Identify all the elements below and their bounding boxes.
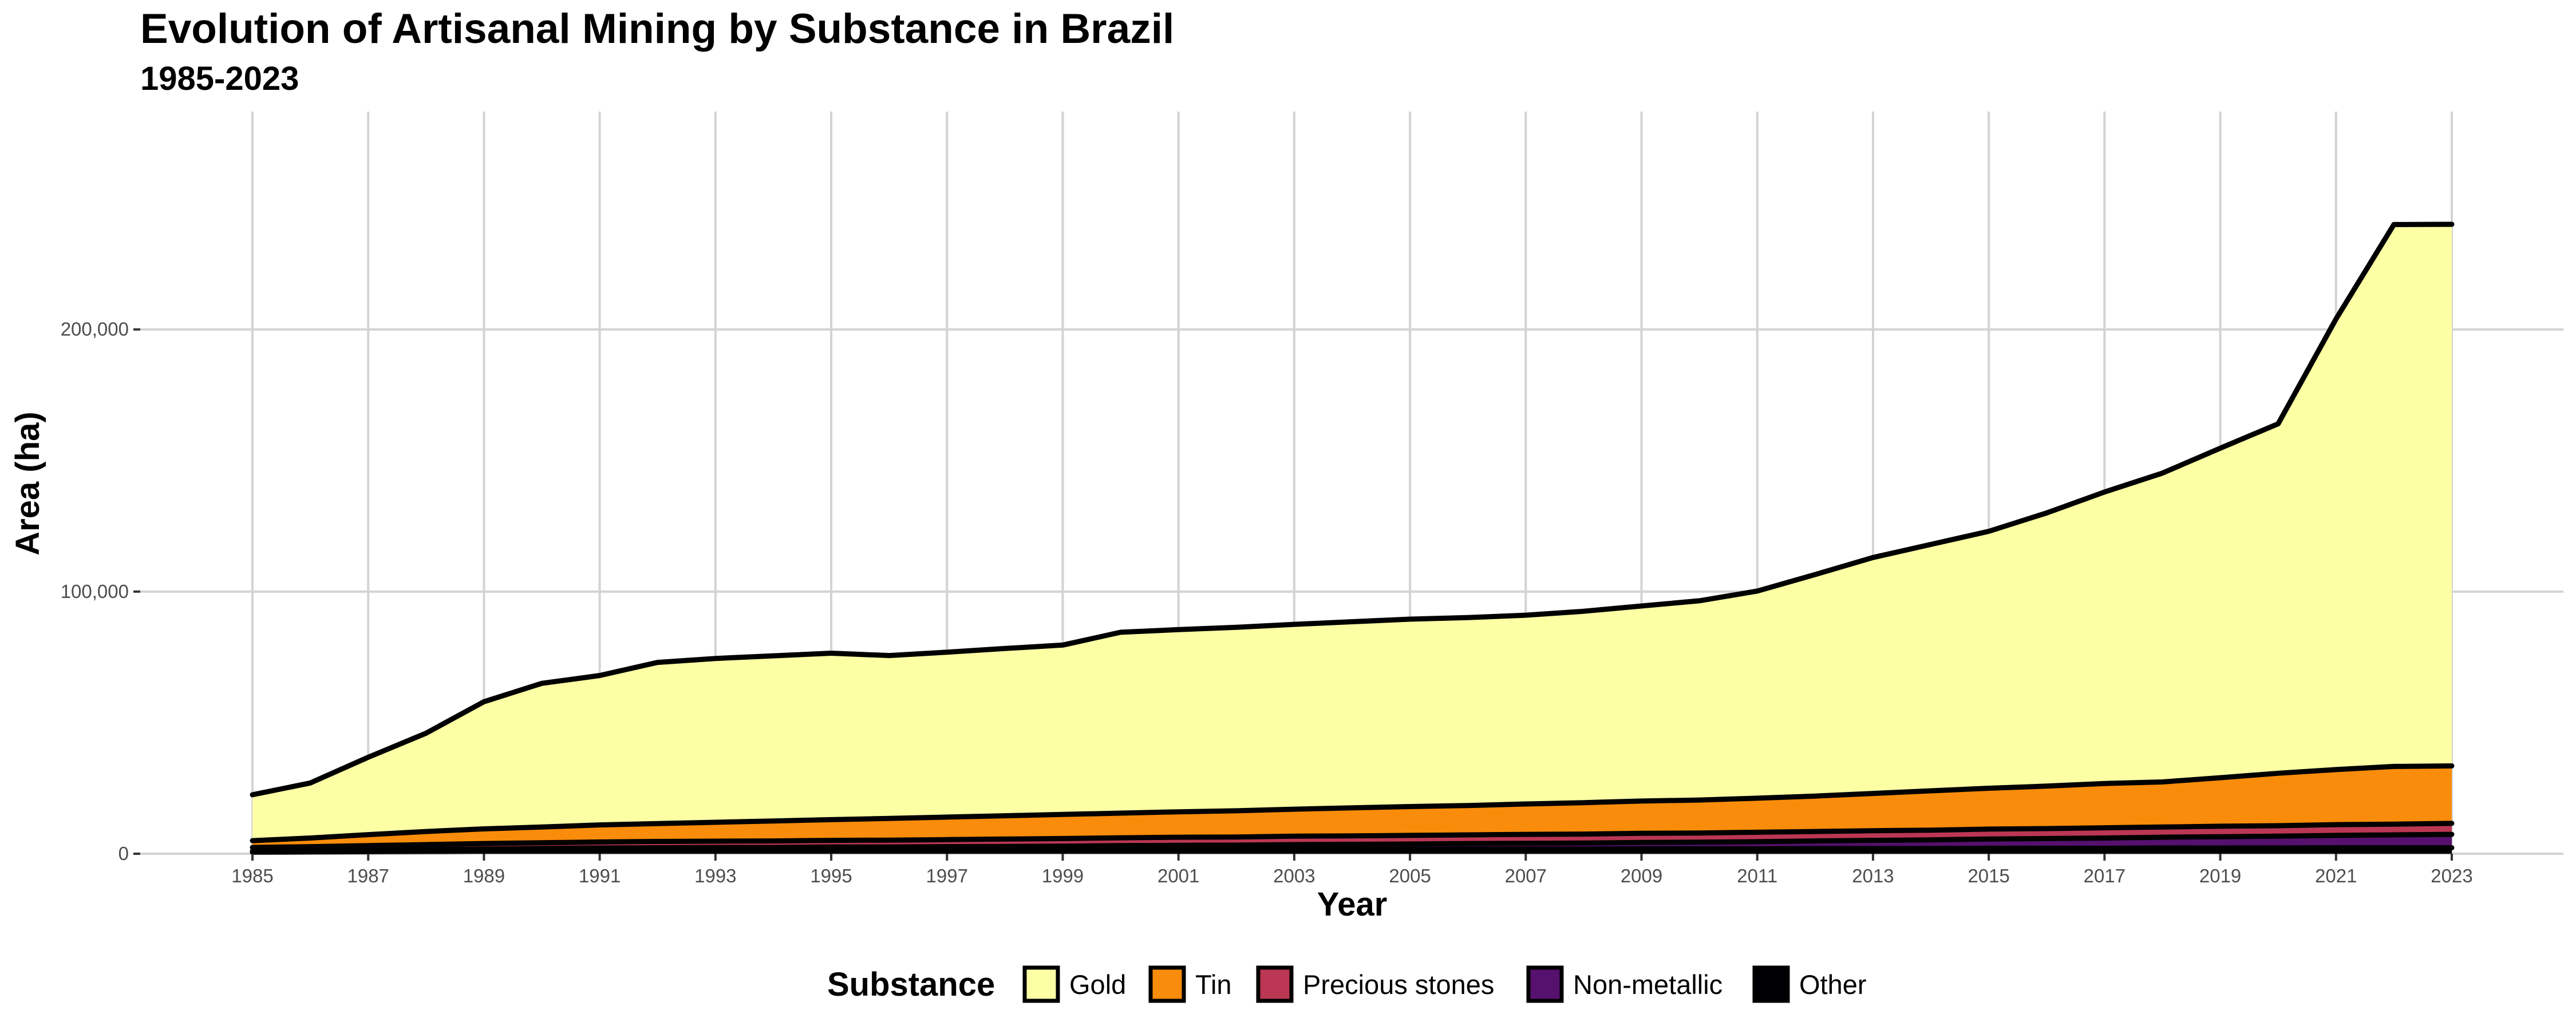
- x-axis-title: Year: [1317, 886, 1388, 923]
- chart-title: Evolution of Artisanal Mining by Substan…: [140, 6, 1174, 52]
- legend-title: Substance: [827, 966, 995, 1003]
- y-tick-label: 100,000: [61, 581, 129, 602]
- chart-subtitle: 1985-2023: [140, 60, 299, 97]
- line-other: [250, 845, 2455, 855]
- x-tick-label: 1989: [463, 865, 505, 886]
- x-tick-label: 2005: [1389, 865, 1431, 886]
- line-precious-stones: [250, 821, 2455, 850]
- x-tick-label: 1997: [926, 865, 968, 886]
- x-tick-label: 2003: [1273, 865, 1315, 886]
- x-tick-label: 2023: [2431, 865, 2472, 886]
- legend-label-precious-stones: Precious stones: [1303, 969, 1494, 1000]
- area-series: [250, 221, 2455, 855]
- line-tin: [250, 763, 2455, 843]
- legend-label-non-metallic: Non-metallic: [1573, 969, 1722, 1000]
- y-tick-label: 0: [118, 843, 129, 864]
- y-tick-label: 200,000: [61, 319, 129, 340]
- x-tick-label: 2017: [2084, 865, 2125, 886]
- line-non-metallic: [250, 831, 2455, 854]
- x-tick-label: 2019: [2199, 865, 2241, 886]
- x-tick-label: 2011: [1737, 865, 1777, 886]
- legend-key-other: [1752, 965, 1790, 1003]
- x-tick-label: 1993: [694, 865, 736, 886]
- area-tin: [252, 766, 2452, 847]
- x-tick-label: 1999: [1042, 865, 1084, 886]
- x-tick-label: 2001: [1157, 865, 1199, 886]
- x-tick-label: 2009: [1621, 865, 1662, 886]
- legend-key-precious-stones: [1256, 965, 1294, 1003]
- x-tick-label: 2013: [1852, 865, 1894, 886]
- x-tick-label: 1995: [810, 865, 852, 886]
- line-gold: [250, 221, 2455, 798]
- legend: Substance Gold Tin Precious stones Non-meta…: [827, 965, 1867, 1003]
- y-axis-title: Area (ha): [9, 411, 46, 555]
- legend-key-non-metallic: [1526, 965, 1564, 1003]
- legend-label-tin: Tin: [1195, 969, 1232, 1000]
- axes: 1985 1987 1989 1991 1993 1995 1997 1999 2001 2003…: [61, 319, 2473, 886]
- x-tick-label: 2007: [1505, 865, 1547, 886]
- legend-key-tin: [1148, 965, 1186, 1003]
- legend-label-gold: Gold: [1069, 969, 1126, 1000]
- x-tick-label: 1985: [231, 865, 273, 886]
- x-tick-label: 1987: [347, 865, 389, 886]
- x-tick-label: 1991: [579, 865, 621, 886]
- area-gold: [252, 224, 2452, 841]
- legend-key-gold: [1022, 965, 1060, 1003]
- legend-label-other: Other: [1799, 969, 1867, 1000]
- x-tick-label: 2015: [1967, 865, 2009, 886]
- x-tick-label: 2021: [2315, 865, 2357, 886]
